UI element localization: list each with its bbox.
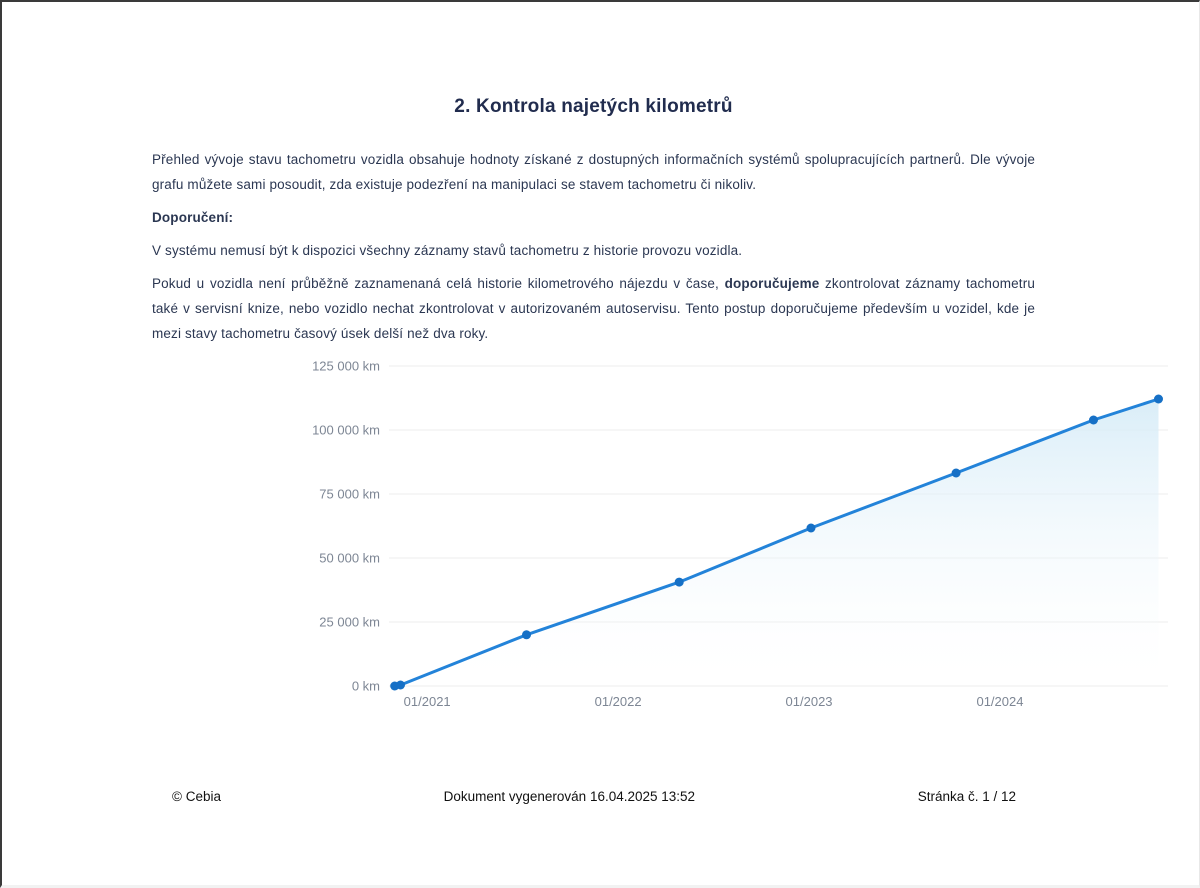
data-point-marker — [806, 523, 816, 533]
intro-paragraph: Přehled vývoje stavu tachometru vozidla … — [152, 152, 1035, 192]
footer-page-number: Stránka č. 1 / 12 — [917, 789, 1016, 804]
page-title: 2. Kontrola najetých kilometrů — [454, 96, 733, 117]
data-point-marker — [396, 680, 405, 690]
y-axis-label: 100 000 km — [312, 423, 380, 438]
data-point-marker — [951, 468, 961, 478]
odometer-chart: 0 km 25 000 km 50 000 km 75 000 km 100 000 k… — [292, 354, 1172, 722]
advice-text-bold: doporučujeme — [724, 276, 820, 291]
footer-copyright: © Cebia — [172, 789, 221, 804]
y-axis-label: 0 km — [352, 679, 380, 694]
x-axis-label: 01/2022 — [595, 694, 642, 709]
y-axis-label: 125 000 km — [312, 359, 380, 374]
advice-paragraph: Pokud u vozidla není průběžně zaznamenan… — [152, 271, 1035, 346]
document-content: 2. Kontrola najetých kilometrů Přehled v… — [2, 2, 1199, 722]
x-axis-label: 01/2024 — [976, 694, 1023, 709]
data-point-marker — [674, 577, 684, 587]
recommendation-label: Doporučení: — [152, 210, 234, 225]
advice-text-before: Pokud u vozidla není průběžně zaznamenan… — [152, 276, 725, 291]
data-point-marker — [522, 630, 531, 640]
data-point-marker — [1089, 415, 1098, 425]
note-paragraph: V systému nemusí být k dispozici všechny… — [152, 243, 743, 258]
page-footer: © Cebia Dokument vygenerován 16.04.2025 … — [172, 789, 1016, 804]
advice-text-after: zkontrolovat záznamy tachometru také v s… — [152, 276, 1035, 341]
x-axis-label: 01/2023 — [786, 694, 833, 709]
y-axis-label: 75 000 km — [319, 487, 380, 502]
x-axis-label: 01/2021 — [404, 694, 451, 709]
series-line — [393, 397, 1160, 688]
y-axis-label: 50 000 km — [319, 551, 380, 566]
odometer-chart-svg: 0 km 25 000 km 50 000 km 75 000 km 100 000 k… — [312, 359, 1168, 709]
footer-generated-timestamp: Dokument vygenerován 16.04.2025 13:52 — [443, 789, 696, 804]
y-axis-label: 25 000 km — [319, 615, 380, 630]
data-point-marker — [1154, 394, 1163, 404]
